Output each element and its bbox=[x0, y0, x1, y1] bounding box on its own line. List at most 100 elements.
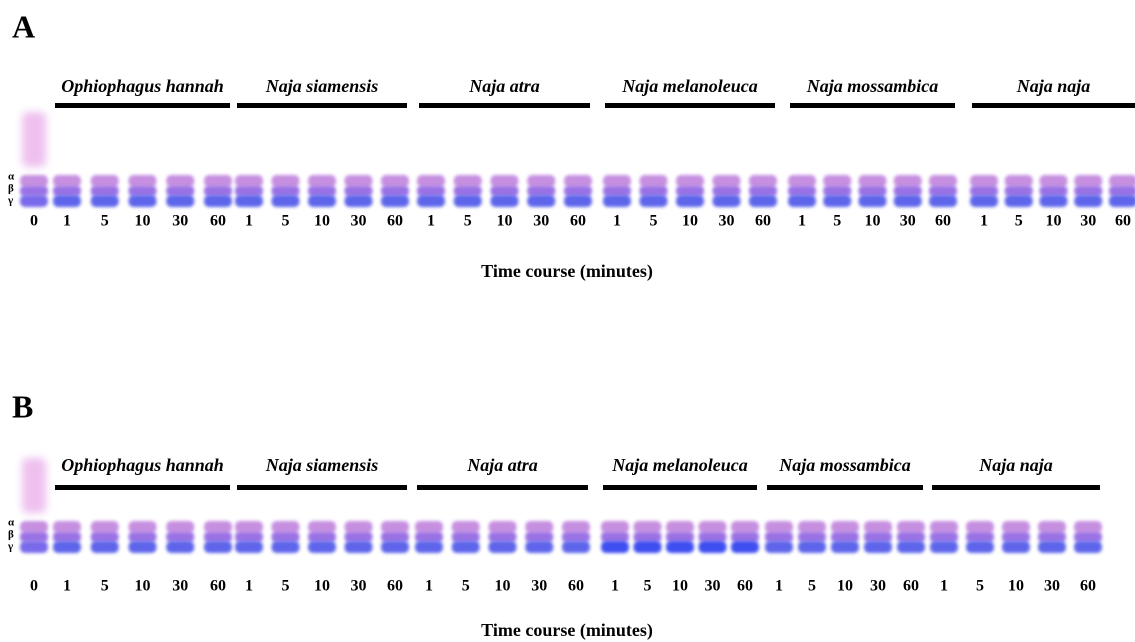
lane-label: 1 bbox=[611, 578, 619, 595]
gel-band bbox=[603, 195, 631, 207]
lane-label: 5 bbox=[462, 578, 470, 595]
gel-band bbox=[204, 532, 232, 542]
gel-band bbox=[1038, 521, 1066, 533]
gel-band bbox=[345, 521, 373, 533]
gel-band bbox=[415, 521, 443, 533]
gel-band bbox=[1002, 521, 1030, 533]
gel-band bbox=[20, 521, 48, 533]
lane-label: 10 bbox=[837, 578, 853, 595]
gel-band bbox=[823, 175, 851, 187]
gel-band bbox=[308, 175, 336, 187]
lane-label: 30 bbox=[172, 578, 188, 595]
gel-band bbox=[798, 521, 826, 533]
gel-band bbox=[798, 541, 826, 553]
gel-band bbox=[749, 175, 777, 187]
gel-band bbox=[489, 532, 517, 542]
gel-band bbox=[897, 521, 925, 533]
group-label: Naja atra bbox=[466, 455, 538, 475]
gel-band bbox=[823, 186, 851, 196]
gel-band bbox=[272, 541, 300, 553]
gel-band bbox=[454, 175, 482, 187]
panel-label: A bbox=[12, 8, 35, 44]
lane-label: 5 bbox=[976, 578, 984, 595]
gel-band bbox=[564, 175, 592, 187]
gel-band bbox=[864, 521, 892, 533]
gel-band bbox=[204, 195, 232, 207]
gel-band bbox=[1005, 186, 1033, 196]
gel-band bbox=[831, 541, 859, 553]
gel-band bbox=[415, 532, 443, 542]
gel-band bbox=[894, 175, 922, 187]
lane-label: 30 bbox=[900, 213, 916, 230]
lane-label: 30 bbox=[705, 578, 721, 595]
gel-band bbox=[204, 186, 232, 196]
gel-band bbox=[345, 175, 373, 187]
lane-label: 5 bbox=[282, 213, 290, 230]
group-bar bbox=[932, 485, 1100, 490]
gel-band bbox=[731, 532, 759, 542]
gel-band bbox=[666, 532, 694, 542]
gel-band bbox=[1040, 186, 1068, 196]
gel-band bbox=[129, 195, 157, 207]
gel-band bbox=[417, 175, 445, 187]
axis-label: Time course (minutes) bbox=[481, 620, 653, 641]
gel-band bbox=[966, 532, 994, 542]
gel-band bbox=[235, 541, 263, 553]
gel-band bbox=[452, 532, 480, 542]
lane-label: 60 bbox=[387, 578, 403, 595]
gel-band bbox=[930, 541, 958, 553]
lane-label: 30 bbox=[531, 578, 547, 595]
gel-band bbox=[562, 521, 590, 533]
gel-band bbox=[640, 195, 668, 207]
gel-band bbox=[53, 175, 81, 187]
lane-label: 0 bbox=[30, 213, 38, 230]
gel-band bbox=[129, 541, 157, 553]
gel-band bbox=[1074, 541, 1102, 553]
band-label: β bbox=[8, 529, 14, 541]
group-bar bbox=[790, 103, 955, 108]
gel-band bbox=[676, 175, 704, 187]
gel-band bbox=[864, 541, 892, 553]
lane-label: 1 bbox=[63, 213, 71, 230]
gel-band bbox=[765, 532, 793, 542]
gel-band bbox=[1109, 195, 1135, 207]
lane-label: 1 bbox=[775, 578, 783, 595]
lane-label: 5 bbox=[1015, 213, 1023, 230]
lane-label: 60 bbox=[1115, 213, 1131, 230]
group-label: Naja siamensis bbox=[265, 76, 379, 96]
gel-band bbox=[788, 195, 816, 207]
gel-band bbox=[53, 532, 81, 542]
band-label: α bbox=[8, 517, 15, 529]
gel-band bbox=[966, 541, 994, 553]
lane-label: 60 bbox=[210, 578, 226, 595]
gel-band bbox=[749, 195, 777, 207]
panel-label: B bbox=[12, 388, 33, 424]
group-label: Naja melanoleuca bbox=[621, 76, 758, 96]
gel-band bbox=[1074, 186, 1102, 196]
gel-band bbox=[20, 186, 48, 196]
gel-band bbox=[894, 186, 922, 196]
gel-band bbox=[929, 186, 957, 196]
gel-band bbox=[640, 186, 668, 196]
gel-smear bbox=[22, 458, 46, 513]
gel-band bbox=[454, 195, 482, 207]
band-label: γ bbox=[7, 541, 13, 553]
gel-band bbox=[666, 541, 694, 553]
gel-band bbox=[1109, 175, 1135, 187]
gel-band bbox=[864, 532, 892, 542]
gel-band bbox=[634, 521, 662, 533]
group-bar bbox=[237, 103, 407, 108]
lane-label: 5 bbox=[833, 213, 841, 230]
gel-band bbox=[1002, 541, 1030, 553]
gel-band bbox=[897, 541, 925, 553]
gel-band bbox=[527, 175, 555, 187]
gel-band bbox=[601, 541, 629, 553]
gel-band bbox=[1074, 195, 1102, 207]
lane-label: 30 bbox=[870, 578, 886, 595]
gel-band bbox=[1074, 532, 1102, 542]
lane-label: 60 bbox=[387, 213, 403, 230]
gel-band bbox=[491, 186, 519, 196]
gel-band bbox=[235, 521, 263, 533]
gel-band bbox=[676, 186, 704, 196]
axis-label: Time course (minutes) bbox=[481, 261, 653, 282]
